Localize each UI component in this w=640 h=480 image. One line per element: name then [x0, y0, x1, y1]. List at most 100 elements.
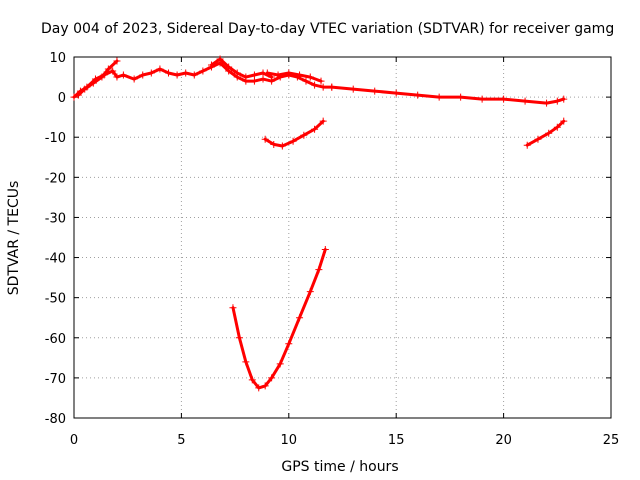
- data-point: [199, 67, 207, 75]
- data-point: [225, 63, 233, 71]
- data-point: [139, 71, 147, 79]
- data-point: [543, 99, 551, 107]
- x-axis-label: GPS time / hours: [281, 459, 398, 475]
- x-tick-label: 25: [603, 433, 620, 448]
- data-point: [270, 140, 278, 148]
- data-point: [268, 374, 276, 382]
- data-point: [259, 75, 267, 83]
- series-group: [74, 57, 121, 99]
- series-line: [330, 85, 566, 105]
- data-point: [457, 93, 465, 101]
- data-point: [545, 129, 553, 137]
- data-point: [321, 246, 329, 254]
- data-point: [261, 135, 269, 143]
- data-point: [306, 73, 314, 81]
- data-point: [285, 69, 293, 77]
- data-point: [296, 314, 304, 322]
- x-tick-label: 15: [388, 433, 405, 448]
- data-point: [130, 75, 138, 83]
- data-point: [274, 71, 282, 79]
- data-point: [248, 376, 256, 384]
- y-tick-label: -80: [45, 412, 66, 427]
- data-point: [523, 141, 531, 149]
- data-point: [319, 83, 327, 91]
- data-point: [242, 73, 250, 81]
- data-point: [250, 71, 258, 79]
- data-point: [306, 288, 314, 296]
- data-point: [156, 65, 164, 73]
- y-tick-label: -20: [45, 171, 66, 186]
- grid: [74, 57, 611, 418]
- data-point: [113, 57, 121, 65]
- y-tick-label: -50: [45, 292, 66, 307]
- data-point: [521, 97, 529, 105]
- series-group: [523, 117, 568, 149]
- x-tick-label: 20: [495, 433, 512, 448]
- series-group: [229, 246, 329, 392]
- data-point: [328, 83, 336, 91]
- data-point: [285, 340, 293, 348]
- data-point: [289, 137, 297, 145]
- y-tick-label: -60: [45, 332, 66, 347]
- series-line: [231, 248, 327, 390]
- series-line: [76, 59, 119, 97]
- data-point: [250, 77, 258, 85]
- data-point: [113, 73, 121, 81]
- data-point: [414, 91, 422, 99]
- data-point: [300, 131, 308, 139]
- data-point: [311, 81, 319, 89]
- data-point: [435, 93, 443, 101]
- data-point: [371, 87, 379, 95]
- data-point: [560, 95, 568, 103]
- data-point: [349, 85, 357, 93]
- y-tick-label: -30: [45, 211, 66, 226]
- x-tick-label: 10: [281, 433, 298, 448]
- data-point: [560, 117, 568, 125]
- data-point: [311, 125, 319, 133]
- data-point: [233, 69, 241, 77]
- y-tick-label: 10: [49, 51, 66, 66]
- data-point: [119, 71, 127, 79]
- y-tick-label: -40: [45, 252, 66, 267]
- plot-frame: [73, 56, 612, 419]
- data-point: [534, 135, 542, 143]
- data-point: [229, 304, 237, 312]
- data-point: [261, 382, 269, 390]
- data-point: [109, 67, 117, 75]
- data-point: [89, 79, 97, 87]
- data-point: [207, 61, 215, 69]
- data-point: [317, 77, 325, 85]
- data-point: [81, 85, 89, 93]
- data-point: [500, 95, 508, 103]
- series-group: [263, 69, 325, 85]
- data-point: [302, 77, 310, 85]
- data-point: [104, 65, 112, 73]
- series-group: [328, 83, 568, 107]
- data-point: [553, 123, 561, 131]
- y-tick-label: -10: [45, 131, 66, 146]
- data-point: [216, 55, 224, 63]
- data-point: [190, 71, 198, 79]
- y-tick-label: 0: [58, 91, 66, 106]
- data-point: [147, 69, 155, 77]
- data-point: [478, 95, 486, 103]
- data-point: [255, 384, 263, 392]
- data-point: [98, 73, 106, 81]
- data-point: [165, 69, 173, 77]
- data-point: [173, 71, 181, 79]
- chart-title: Day 004 of 2023, Sidereal Day-to-day VTE…: [41, 21, 614, 37]
- data-point: [296, 71, 304, 79]
- data-point: [315, 266, 323, 274]
- axis-ticks: 0 5 10 15 20 25 10 0 -10 -20 -30 -40 -50 -60 -70 -80: [45, 51, 620, 448]
- data-point: [278, 142, 286, 150]
- data-point: [319, 117, 327, 125]
- series-group: [207, 55, 276, 81]
- data-point: [276, 360, 284, 368]
- data-point: [242, 358, 250, 366]
- series-group: [261, 117, 327, 150]
- data-point: [392, 89, 400, 97]
- y-tick-label: -70: [45, 372, 66, 387]
- data-point: [553, 97, 561, 105]
- data-point: [235, 334, 243, 342]
